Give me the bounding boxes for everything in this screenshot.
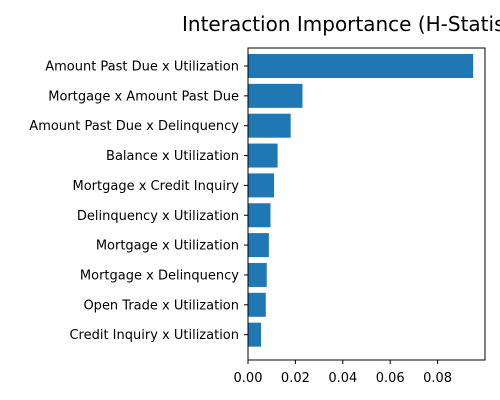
y-tick-label: Open Trade x Utilization [83, 298, 239, 313]
y-tick-label: Mortgage x Amount Past Due [48, 89, 239, 104]
y-tick-label: Amount Past Due x Utilization [45, 60, 239, 75]
bar-open-trade-x-utilization [248, 292, 266, 317]
bar-delinquency-x-utilization [248, 203, 271, 228]
y-ticks-layer: Amount Past Due x Utilization Mortgage x … [29, 60, 248, 343]
x-tick-label: 0.06 [376, 371, 405, 386]
y-tick-label: Balance x Utilization [106, 149, 239, 164]
y-tick-label: Mortgage x Credit Inquiry [73, 179, 240, 194]
chart-title: Interaction Importance (H-Statistic) [182, 12, 500, 36]
y-tick-label: Mortgage x Delinquency [80, 268, 239, 283]
bar-credit-inquiry-x-utilization [248, 322, 262, 347]
bar-mortgage-x-utilization [248, 233, 269, 258]
bar-mortgage-x-delinquency [248, 262, 267, 287]
axes-border [247, 47, 486, 361]
x-tick-label: 0.02 [281, 371, 310, 386]
y-tick-label: Amount Past Due x Delinquency [29, 119, 239, 134]
x-tick-label: 0.08 [423, 371, 452, 386]
y-tick-label: Delinquency x Utilization [77, 209, 239, 224]
x-tick-label: 0.00 [234, 371, 263, 386]
bar-mortgage-x-credit-inquiry [248, 173, 275, 198]
x-ticks-layer: 0.00 0.02 0.04 0.06 0.08 [234, 360, 452, 386]
bar-amount-past-due-x-utilization [248, 54, 474, 78]
x-tick-label: 0.04 [328, 371, 357, 386]
bar-balance-x-utilization [248, 143, 278, 168]
bar-mortgage-x-amount-past-due [248, 83, 303, 108]
y-tick-label: Mortgage x Utilization [96, 239, 239, 254]
bar-amount-past-due-x-delinquency [248, 113, 291, 138]
axes-frame [247, 47, 486, 361]
bars-layer [248, 54, 474, 347]
y-tick-label: Credit Inquiry x Utilization [69, 328, 239, 343]
